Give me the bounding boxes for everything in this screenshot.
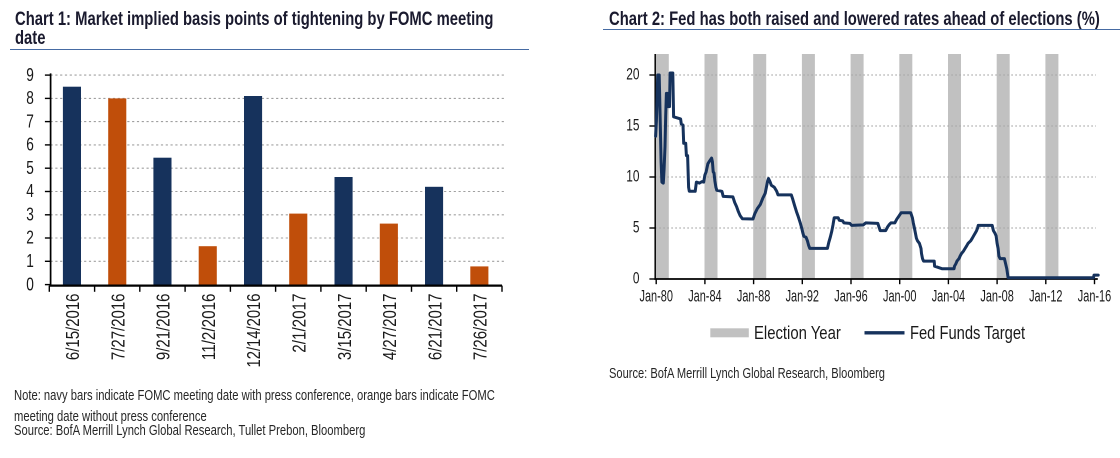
svg-text:1: 1	[26, 251, 34, 271]
svg-text:2: 2	[26, 228, 34, 248]
svg-text:Jan-00: Jan-00	[883, 287, 916, 305]
svg-text:Jan-84: Jan-84	[688, 287, 721, 305]
svg-text:Jan-12: Jan-12	[1029, 287, 1062, 305]
svg-text:6: 6	[26, 135, 34, 155]
svg-text:10: 10	[626, 167, 639, 185]
svg-text:Jan-80: Jan-80	[640, 287, 673, 305]
svg-text:6/15/2016: 6/15/2016	[63, 294, 83, 361]
svg-text:7/27/2016: 7/27/2016	[108, 294, 128, 361]
svg-text:9: 9	[26, 65, 34, 85]
svg-text:Jan-04: Jan-04	[932, 287, 965, 305]
svg-text:4/27/2017: 4/27/2017	[380, 294, 400, 361]
svg-text:Jan-88: Jan-88	[737, 287, 770, 305]
svg-text:9/21/2016: 9/21/2016	[154, 294, 174, 361]
svg-text:6/21/2017: 6/21/2017	[425, 294, 445, 361]
svg-text:12/14/2016: 12/14/2016	[244, 294, 264, 368]
svg-text:5: 5	[633, 218, 640, 236]
svg-text:Jan-16: Jan-16	[1078, 287, 1111, 305]
svg-text:4: 4	[26, 181, 34, 201]
svg-text:15: 15	[626, 116, 639, 134]
svg-text:7: 7	[26, 111, 34, 131]
svg-text:11/2/2016: 11/2/2016	[199, 294, 219, 361]
svg-text:2/1/2017: 2/1/2017	[290, 294, 310, 353]
svg-text:0: 0	[26, 274, 34, 294]
svg-text:0: 0	[633, 269, 640, 287]
svg-text:3: 3	[26, 205, 34, 225]
svg-text:7/26/2017: 7/26/2017	[471, 294, 491, 361]
svg-text:Jan-96: Jan-96	[834, 287, 867, 305]
svg-text:3/15/2017: 3/15/2017	[335, 294, 355, 361]
svg-text:8: 8	[26, 88, 34, 108]
svg-text:20: 20	[626, 65, 639, 83]
svg-text:Jan-92: Jan-92	[786, 287, 819, 305]
svg-text:Jan-08: Jan-08	[980, 287, 1013, 305]
svg-text:5: 5	[26, 158, 34, 178]
